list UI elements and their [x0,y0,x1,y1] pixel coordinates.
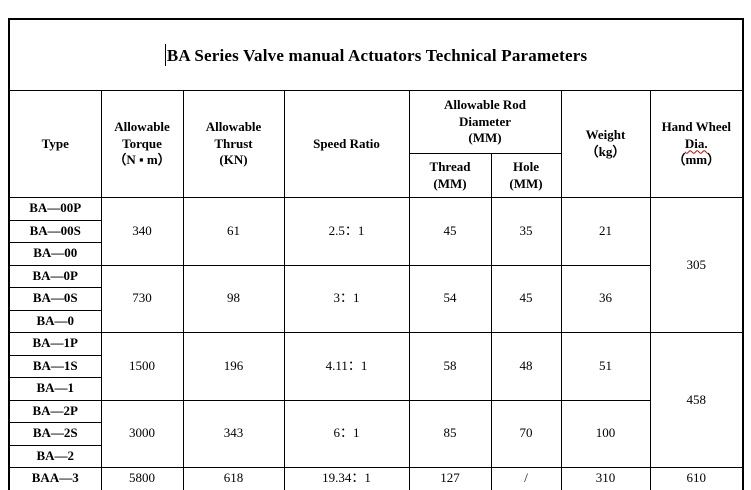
cell-weight: 21 [560,197,651,266]
cell-thrust: 61 [182,197,285,266]
title-row: BA Series Valve manual Actuators Technic… [8,18,744,91]
cell-thrust: 98 [182,264,285,333]
cell-speed-ratio: 6：1 [283,399,410,468]
header-rod-diameter-group: Allowable Rod Diameter (MM) [408,90,562,154]
cell-type: BA—1P [8,332,102,356]
hand-wheel-label-line1: Hand Wheel [661,119,732,135]
cell-hole: 35 [490,197,562,266]
cell-speed-ratio: 4.11：1 [283,332,410,401]
cell-weight: 51 [560,332,651,401]
cell-thread: 85 [408,399,492,468]
cell-type: BA—1 [8,377,102,401]
cell-hole: / [490,467,562,490]
cell-type: BA—00 [8,242,102,266]
cell-type: BA—0S [8,287,102,311]
hand-wheel-label-line3: （mm） [672,152,721,168]
cell-thrust: 343 [182,399,285,468]
table-row: BA—0P 730 98 3：1 54 45 36 [8,264,743,333]
header-thrust: Allowable Thrust (KN) [182,90,285,198]
cell-hole: 45 [490,264,562,333]
header-row-sub: Thread (MM) Hole (MM) [9,153,743,198]
table-row: BAA—3 5800 618 19.34：1 127 / 310 610 [8,467,744,490]
header-hole: Hole (MM) [490,153,562,198]
cell-type: BA—1S [8,354,102,378]
cell-torque: 730 [100,264,184,333]
cell-thrust: 618 [182,467,285,490]
cell-type: BA—2 [8,444,102,468]
cell-thread: 58 [408,332,492,401]
cell-type: BA—00S [8,219,102,243]
cell-thread: 45 [408,197,492,266]
cell-speed-ratio: 2.5：1 [283,197,410,266]
cell-weight: 310 [560,467,651,490]
table-row: BA—00S [8,219,743,243]
cell-type: BA—2P [8,399,102,423]
header-speed-ratio: Speed Ratio [283,90,410,198]
cell-thrust: 196 [182,332,285,401]
header-hand-wheel: Hand Wheel Dia. （mm） [649,90,744,198]
cell-type: BA—2S [8,422,102,446]
cell-hand-wheel: 305 [649,197,744,333]
cell-hole: 70 [490,399,562,468]
header-weight: Weight （kg） [560,90,651,198]
cell-torque: 1500 [100,332,184,401]
header-torque: Allowable Torque （N ▪ m） [100,90,184,198]
table-row: BA—2 [8,444,743,468]
hand-wheel-label-line2: Dia. [684,135,708,151]
cell-speed-ratio: 3：1 [283,264,410,333]
cell-type: BA—0 [8,309,102,333]
cell-thread: 127 [408,467,492,490]
cell-hand-wheel: 610 [649,467,744,490]
header-type: Type [8,90,102,198]
table-row: BA—0S [8,287,743,311]
header-row-main: Type Allowable Torque （N ▪ m） Allowable … [8,90,744,198]
cell-type: BA—0P [8,264,102,288]
table-row: BA—2P 3000 343 6：1 85 70 100 [8,399,743,468]
table-title-cell: BA Series Valve manual Actuators Technic… [8,18,744,91]
cell-weight: 36 [560,264,651,333]
cell-hand-wheel: 458 [649,332,744,468]
cell-hole: 48 [490,332,562,401]
cell-type: BAA—3 [8,467,102,490]
cell-torque: 5800 [100,467,184,490]
table-row: BA—1P 1500 196 4.11：1 58 48 51 458 [8,332,744,468]
cell-weight: 100 [560,399,651,468]
cell-type: BA—00P [8,197,102,221]
table-title: BA Series Valve manual Actuators Technic… [166,45,588,65]
cell-torque: 340 [100,197,184,266]
table-row: BA—00P 340 61 2.5：1 45 35 21 305 [8,197,744,333]
table-row: BA—00 [8,242,743,266]
text-cursor [164,43,166,66]
table-row: BA—2S [8,422,743,446]
header-thread: Thread (MM) [408,153,492,198]
cell-speed-ratio: 19.34：1 [283,467,410,490]
cell-thread: 54 [408,264,492,333]
parameters-table: BA Series Valve manual Actuators Technic… [8,18,745,490]
cell-torque: 3000 [100,399,184,468]
